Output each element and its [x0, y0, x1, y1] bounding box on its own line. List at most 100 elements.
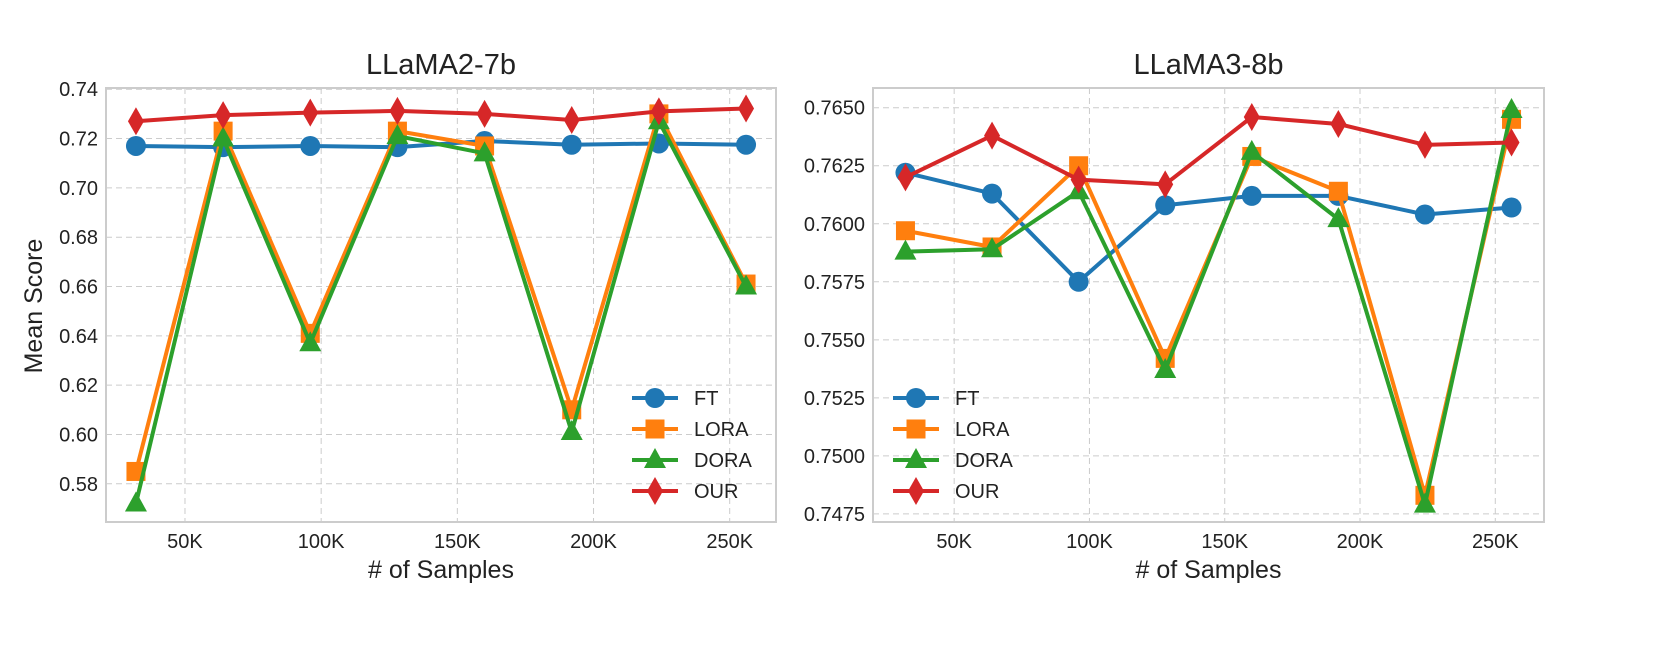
data-point-dora	[1500, 98, 1523, 119]
legend-label-ft: FT	[694, 388, 718, 410]
legend-item-our: OUR	[893, 477, 999, 505]
x-tick-label: 250K	[1472, 531, 1519, 553]
data-point-our	[1416, 130, 1433, 159]
legend-item-ft: FT	[632, 388, 718, 410]
data-point-our	[127, 107, 144, 136]
data-point-dora	[299, 331, 322, 352]
data-point-ft	[736, 134, 757, 155]
chart-title: LLaMA2-7b	[366, 49, 516, 81]
data-point-ft	[561, 134, 582, 155]
y-tick-label: 0.7475	[804, 504, 865, 526]
legend-marker-dora	[905, 448, 927, 468]
series-line-ft	[903, 170, 1514, 284]
y-tick-label: 0.7500	[804, 446, 865, 468]
data-point-ft	[982, 183, 1003, 204]
legend-label-our: OUR	[694, 481, 738, 503]
legend-marker-ft	[645, 388, 665, 408]
data-point-dora	[1327, 207, 1350, 228]
plot-frame	[105, 87, 777, 523]
legend-label-lora: LORA	[955, 419, 1010, 441]
legend-marker-our	[908, 477, 924, 505]
x-tick-label: 150K	[1201, 531, 1248, 553]
y-tick-label: 0.7625	[804, 156, 865, 178]
plot-frame	[872, 87, 1545, 523]
legend-label-dora: DORA	[955, 450, 1013, 472]
data-point-our	[738, 94, 755, 123]
data-point-ft	[1155, 195, 1176, 216]
data-point-our	[563, 106, 580, 135]
data-point-ft	[1501, 197, 1522, 218]
data-point-our	[302, 98, 319, 127]
data-point-our	[1503, 128, 1520, 157]
data-point-dora	[735, 274, 758, 295]
data-point-lora	[895, 221, 915, 241]
data-point-dora	[1240, 139, 1263, 160]
series-line-dora	[903, 108, 1514, 507]
x-tick-label: 200K	[1337, 531, 1384, 553]
shared-y-axis-label: Mean Score	[20, 239, 48, 374]
x-tick-label: 100K	[1066, 531, 1113, 553]
x-axis-label: # of Samples	[1136, 556, 1282, 584]
y-tick-label: 0.7650	[804, 98, 865, 120]
x-axis-label: # of Samples	[368, 556, 514, 584]
data-point-our	[1243, 103, 1260, 132]
data-point-our	[984, 121, 1001, 150]
data-point-ft	[300, 135, 321, 156]
y-tick-label: 0.68	[59, 227, 98, 249]
y-tick-label: 0.7550	[804, 330, 865, 352]
data-point-dora	[473, 141, 496, 162]
data-point-dora	[212, 126, 235, 147]
y-tick-label: 0.70	[59, 178, 98, 200]
y-tick-label: 0.74	[59, 79, 98, 101]
y-tick-label: 0.7575	[804, 272, 865, 294]
data-point-dora	[1413, 492, 1436, 513]
data-point-ft	[1241, 185, 1262, 206]
y-tick-label: 0.66	[59, 277, 98, 299]
data-point-dora	[124, 491, 147, 512]
legend-marker-lora	[906, 419, 926, 439]
chart-panel-llama3-8b: 50K 100K 150K 200K 250K 0.7475 0.7500 0.7525 0.7…	[804, 49, 1545, 584]
plot-area-llama3-8b	[873, 88, 1544, 522]
legend: FT LORA DORA OUR	[893, 388, 1013, 505]
x-tick-label: 250K	[706, 531, 753, 553]
data-point-our	[650, 97, 667, 126]
data-point-dora	[981, 237, 1004, 258]
legend-label-lora: LORA	[694, 419, 749, 441]
series-line-our	[903, 115, 1514, 187]
data-point-dora	[386, 124, 409, 145]
data-point-ft	[125, 135, 146, 156]
y-tick-label: 0.7600	[804, 214, 865, 236]
series-line-lora	[133, 111, 749, 474]
data-point-our	[897, 163, 914, 192]
data-point-dora	[1154, 357, 1177, 378]
legend-item-ft: FT	[893, 388, 979, 410]
data-point-our	[1157, 170, 1174, 199]
legend-label-dora: DORA	[694, 450, 752, 472]
legend-marker-our	[647, 477, 663, 505]
y-tick-label: 0.62	[59, 375, 98, 397]
legend-item-dora: DORA	[893, 448, 1013, 472]
data-point-our	[1070, 165, 1087, 194]
legend-item-our: OUR	[632, 477, 738, 505]
x-tick-label: 200K	[570, 531, 617, 553]
legend-marker-dora	[644, 448, 666, 468]
legend: FT LORA DORA OUR	[632, 388, 752, 505]
legend-item-dora: DORA	[632, 448, 752, 472]
data-point-our	[215, 101, 232, 130]
data-point-ft	[1414, 204, 1435, 225]
x-tick-label: 100K	[298, 531, 345, 553]
y-tick-label: 0.64	[59, 326, 98, 348]
legend-label-our: OUR	[955, 481, 999, 503]
x-tick-label: 50K	[936, 531, 972, 553]
legend-item-lora: LORA	[893, 419, 1010, 441]
chart-panel-llama2-7b: 50K 100K 150K 200K 250K 0.58 0.60 0.62 0.64 0.66 0…	[59, 49, 777, 584]
y-tick-label: 0.58	[59, 474, 98, 496]
data-point-our	[476, 99, 493, 128]
data-point-dora	[894, 239, 917, 260]
data-point-lora	[1328, 181, 1348, 201]
data-point-ft	[1068, 271, 1089, 292]
data-point-dora	[560, 419, 583, 440]
legend-marker-ft	[906, 388, 926, 408]
y-tick-label: 0.60	[59, 424, 98, 446]
legend-label-ft: FT	[955, 388, 979, 410]
